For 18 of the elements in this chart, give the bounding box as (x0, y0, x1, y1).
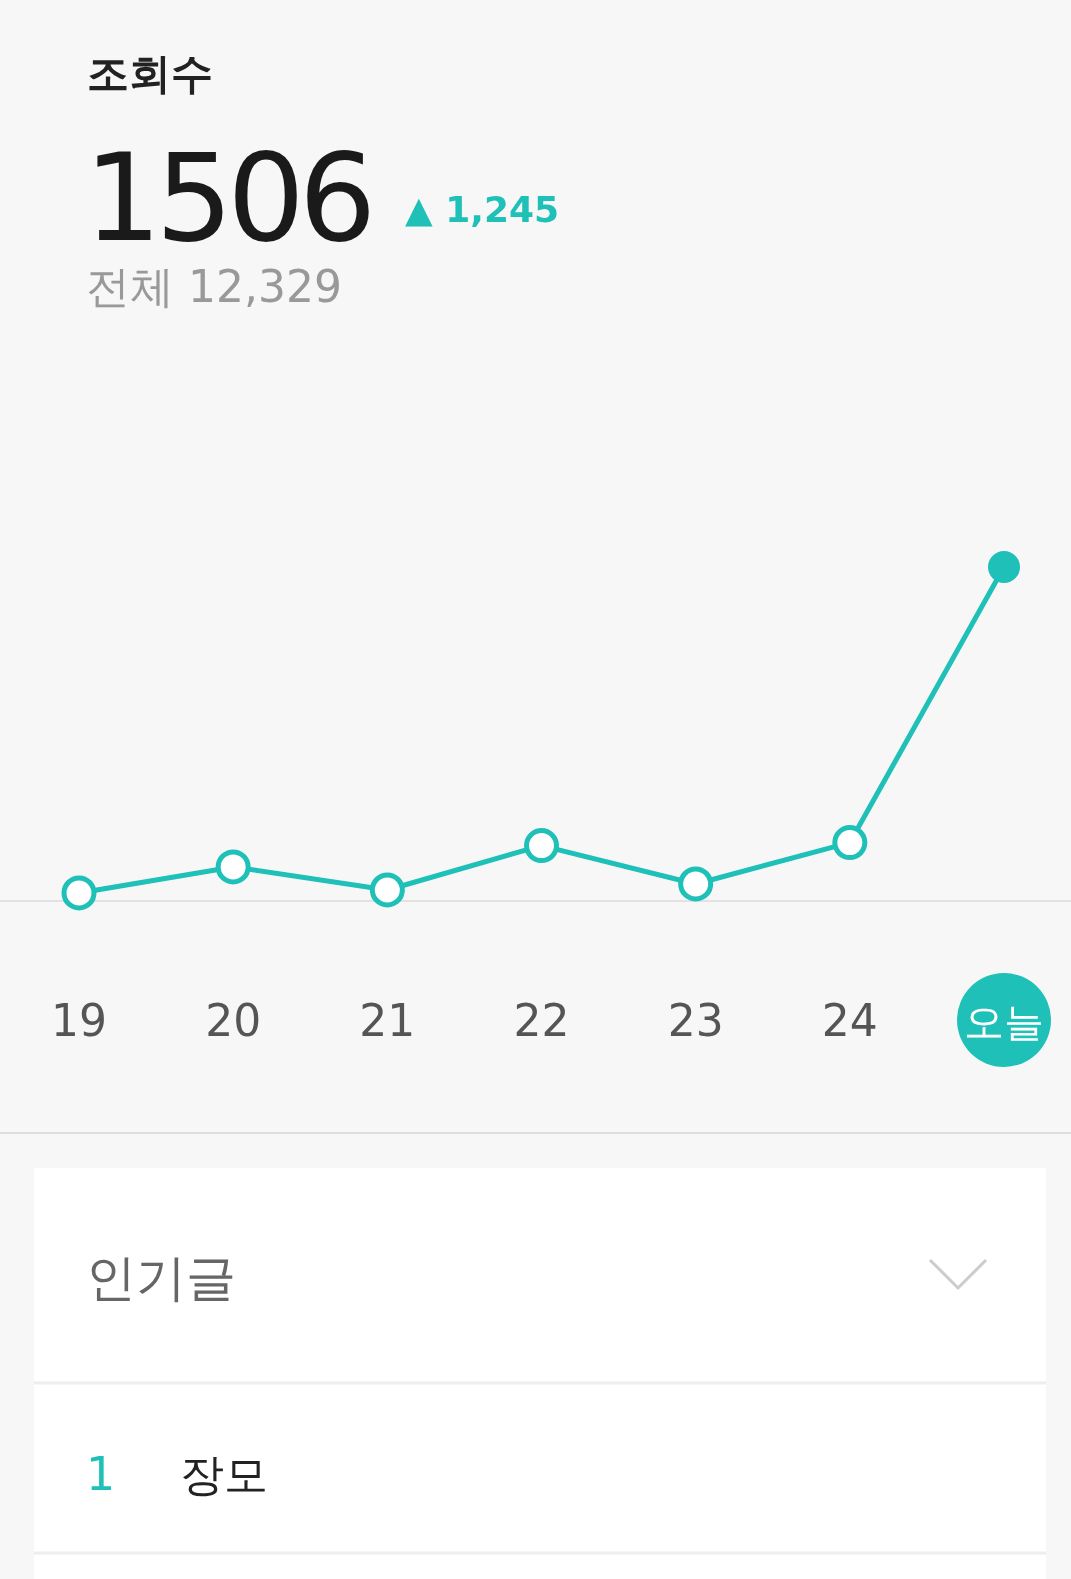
text: ▲ 1,245 (405, 189, 560, 230)
point (678, 866, 714, 902)
x-tick-label: 20 (205, 995, 262, 1046)
text: 인기글 (86, 1249, 236, 1307)
text: 장모 (180, 1449, 268, 1500)
point (215, 849, 251, 885)
x-tick-label: 21 (359, 995, 416, 1046)
text: 1 (86, 1447, 116, 1501)
point (832, 825, 868, 861)
point (61, 875, 97, 911)
x-tick-label: 24 (821, 995, 878, 1046)
x-tick-label: 19 (51, 995, 107, 1046)
x-tick-label: 오늘 (964, 999, 1044, 1045)
x-tick-label: 22 (513, 995, 570, 1046)
chart-title: 조회수 (87, 49, 213, 98)
point (369, 872, 405, 908)
x-tick-label: 23 (667, 995, 724, 1046)
point (524, 828, 559, 864)
